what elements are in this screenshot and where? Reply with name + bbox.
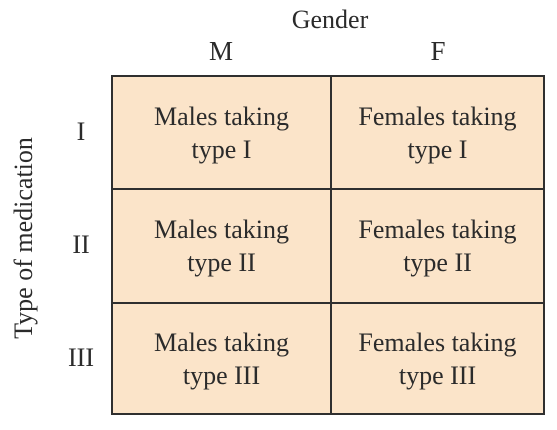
cell-line-1: Males taking (154, 326, 289, 359)
row-header-type-1: I (46, 117, 116, 147)
cell-line-1: Males taking (154, 213, 289, 246)
cell-female-type-3: Females taking type III (332, 304, 543, 413)
column-header-male: M (181, 34, 261, 68)
row-header-type-3: III (46, 343, 116, 373)
column-header-female: F (398, 34, 478, 68)
cell-line-2: type I (192, 133, 252, 166)
cell-line-1: Females taking (358, 100, 516, 133)
row-title-label: Type of medication (9, 137, 39, 339)
cell-male-type-2: Males taking type II (113, 190, 330, 302)
cell-line-1: Females taking (358, 326, 516, 359)
cell-line-2: type I (408, 133, 468, 166)
column-title-gender: Gender (250, 4, 410, 36)
cell-female-type-2: Females taking type II (332, 190, 543, 302)
cell-line-2: type III (183, 359, 260, 392)
contingency-grid: Males taking type I Females taking type … (111, 75, 545, 415)
cell-line-1: Males taking (154, 100, 289, 133)
cell-line-2: type II (187, 246, 256, 279)
cell-male-type-3: Males taking type III (113, 304, 330, 413)
cell-line-2: type II (403, 246, 472, 279)
cell-line-2: type III (399, 359, 476, 392)
cell-line-1: Females taking (358, 213, 516, 246)
cell-male-type-1: Males taking type I (113, 77, 330, 189)
cell-female-type-1: Females taking type I (332, 77, 543, 189)
row-header-type-2: II (46, 230, 116, 260)
